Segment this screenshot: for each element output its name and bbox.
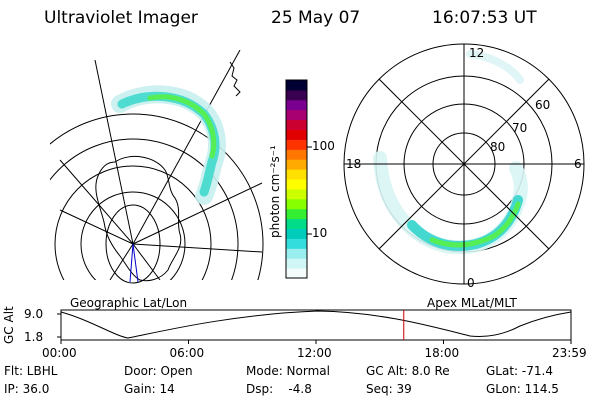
colorbar-band (286, 248, 307, 259)
colorbar-band (286, 80, 307, 91)
geo-meridian-4 (59, 159, 134, 245)
timeline-x-tick-label: 18:00 (424, 346, 460, 360)
geo-lat-circle-outer (50, 113, 264, 280)
magnetic-polar-plot (343, 43, 585, 285)
door-info: Door: Open (124, 364, 193, 378)
timeline-axis-title: GC Alt (2, 306, 16, 344)
mlt-label-0: 0 (467, 276, 475, 290)
sub-satellite-line (129, 243, 134, 283)
mlat-label-80: 80 (490, 140, 506, 154)
gc-altitude-timeline (57, 309, 572, 344)
geo-lat-circle-1 (80, 191, 186, 280)
gc-alt-info: GC Alt: 8.0 Re (366, 364, 450, 378)
colorbar-band (286, 208, 307, 220)
colorbar-band (286, 268, 307, 279)
colorbar-band (286, 218, 307, 229)
timeline-y-label-max: 9.0 (24, 307, 44, 321)
dsp-info: Dsp: -4.8 (246, 382, 312, 396)
colorbar-band (286, 139, 307, 150)
timeline-x-tick-label: 00:00 (42, 346, 77, 360)
mag-aurora-emission (373, 50, 528, 255)
glat-info: GLat: -71.4 (486, 364, 553, 378)
geographic-map (50, 50, 264, 284)
geo-meridian-7 (132, 243, 161, 280)
coastline-fragment (229, 61, 241, 97)
geo-aurora-emission (111, 85, 226, 205)
view-footprint-ellipse (105, 204, 161, 284)
mlat-label-60: 60 (535, 98, 551, 112)
geo-lat-circle-3 (50, 138, 239, 280)
geo-meridian-5 (59, 209, 134, 245)
geo-lat-circle-2 (54, 165, 212, 280)
sequence-info: Seq: 39 (366, 382, 412, 396)
time-label: 16:07:53 UT (432, 8, 537, 28)
ip-info: IP: 36.0 (4, 382, 50, 396)
colorbar-band (286, 188, 307, 200)
date-label: 25 May 07 (271, 8, 361, 28)
mag-meridian-diag-2 (378, 78, 550, 250)
geo-meridian-6 (94, 59, 134, 245)
gc-altitude-curve (60, 310, 572, 339)
colorbar-frame (285, 79, 308, 279)
filter-info: Flt: LBHL (4, 364, 58, 378)
colorbar-band (286, 109, 307, 121)
timeline-x-tick-label: 06:00 (169, 346, 205, 360)
mlt-label-12: 12 (469, 46, 485, 60)
geo-meridian-3 (132, 243, 263, 253)
colorbar-band (286, 129, 307, 140)
colorbar-band (286, 169, 307, 180)
colorbar-band (286, 89, 307, 101)
timeline-x-tick-label: 23:59 (552, 346, 587, 360)
colorbar-band (286, 238, 307, 249)
instrument-title: Ultraviolet Imager (44, 8, 198, 28)
colorbar-band (286, 119, 307, 130)
timeline-y-label-min: 1.8 (24, 330, 44, 344)
timeline-x-tick-label: 12:00 (297, 346, 332, 360)
coastline-antarctica (95, 155, 182, 282)
colorbar (285, 79, 312, 279)
colorbar-band (286, 258, 307, 269)
geo-meridian-8 (109, 243, 134, 280)
mlat-label-70: 70 (512, 121, 528, 135)
colorbar-unit-label: photon cm⁻²s⁻¹ (268, 145, 282, 238)
mlt-label-6: 6 (574, 157, 582, 171)
glon-info: GLon: 114.5 (486, 382, 559, 396)
colorbar-label-10: 10 (312, 226, 328, 240)
colorbar-band (286, 159, 307, 170)
geo-meridian-2 (132, 182, 263, 245)
geo-panel-label: Geographic Lat/Lon (70, 296, 188, 310)
colorbar-band (286, 198, 307, 210)
colorbar-label-100: 100 (312, 139, 335, 153)
mlt-label-18: 18 (346, 157, 362, 171)
sun-direction-line (132, 243, 139, 283)
timeline-x-ticks (60, 340, 572, 344)
colorbar-band (286, 228, 307, 239)
gain-info: Gain: 14 (124, 382, 175, 396)
mode-info: Mode: Normal (246, 364, 330, 378)
colorbar-band (286, 99, 307, 111)
geo-meridian-1 (132, 50, 241, 245)
colorbar-band (286, 149, 307, 160)
colorbar-band (286, 179, 307, 190)
mag-panel-label: Apex MLat/MLT (427, 296, 517, 310)
